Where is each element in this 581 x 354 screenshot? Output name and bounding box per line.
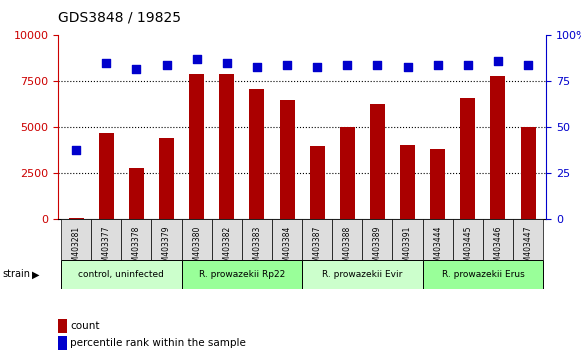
- Bar: [159, 138, 174, 219]
- FancyBboxPatch shape: [211, 219, 242, 260]
- FancyBboxPatch shape: [272, 219, 302, 260]
- Point: [463, 62, 472, 68]
- FancyBboxPatch shape: [182, 260, 302, 289]
- Point: [71, 147, 81, 152]
- Text: GSM403383: GSM403383: [252, 225, 261, 272]
- Point: [252, 64, 261, 69]
- Point: [433, 62, 442, 68]
- Text: count: count: [70, 321, 100, 331]
- Text: control, uninfected: control, uninfected: [78, 270, 164, 279]
- Text: GSM403447: GSM403447: [523, 225, 533, 272]
- Point: [313, 64, 322, 69]
- Point: [192, 57, 202, 62]
- Point: [132, 66, 141, 72]
- FancyBboxPatch shape: [121, 219, 152, 260]
- FancyBboxPatch shape: [422, 219, 453, 260]
- FancyBboxPatch shape: [363, 219, 393, 260]
- Text: GSM403387: GSM403387: [313, 225, 322, 272]
- FancyBboxPatch shape: [393, 219, 422, 260]
- Text: GSM403377: GSM403377: [102, 225, 111, 272]
- Text: GSM403378: GSM403378: [132, 225, 141, 272]
- Bar: [58, 336, 67, 350]
- Text: GSM403281: GSM403281: [71, 225, 81, 272]
- Point: [162, 62, 171, 68]
- FancyBboxPatch shape: [242, 219, 272, 260]
- Text: GDS3848 / 19825: GDS3848 / 19825: [58, 11, 181, 25]
- FancyBboxPatch shape: [152, 219, 182, 260]
- Text: GSM403391: GSM403391: [403, 225, 412, 272]
- Point: [523, 62, 533, 68]
- Bar: [99, 133, 114, 219]
- Bar: [400, 145, 415, 219]
- Text: GSM403379: GSM403379: [162, 225, 171, 272]
- Bar: [279, 100, 295, 219]
- FancyBboxPatch shape: [483, 219, 513, 260]
- Point: [282, 62, 292, 68]
- Text: GSM403446: GSM403446: [493, 225, 503, 272]
- FancyBboxPatch shape: [332, 219, 363, 260]
- Bar: [58, 319, 67, 333]
- Bar: [249, 89, 264, 219]
- FancyBboxPatch shape: [182, 219, 211, 260]
- Bar: [490, 76, 505, 219]
- FancyBboxPatch shape: [91, 219, 121, 260]
- Text: percentile rank within the sample: percentile rank within the sample: [70, 338, 246, 348]
- Bar: [129, 168, 144, 219]
- Bar: [370, 103, 385, 219]
- Text: ▶: ▶: [32, 269, 40, 279]
- Bar: [219, 74, 234, 219]
- Text: R. prowazekii Rp22: R. prowazekii Rp22: [199, 270, 285, 279]
- Bar: [460, 98, 475, 219]
- Text: GSM403389: GSM403389: [373, 225, 382, 272]
- Text: GSM403445: GSM403445: [463, 225, 472, 272]
- Text: R. prowazekii Evir: R. prowazekii Evir: [322, 270, 403, 279]
- Bar: [189, 74, 204, 219]
- FancyBboxPatch shape: [302, 260, 422, 289]
- Bar: [340, 127, 355, 219]
- Bar: [521, 127, 536, 219]
- FancyBboxPatch shape: [453, 219, 483, 260]
- Text: GSM403384: GSM403384: [282, 225, 292, 272]
- Text: GSM403444: GSM403444: [433, 225, 442, 272]
- Text: GSM403388: GSM403388: [343, 225, 352, 272]
- FancyBboxPatch shape: [513, 219, 543, 260]
- Bar: [69, 218, 84, 219]
- Point: [403, 64, 412, 69]
- Point: [343, 62, 352, 68]
- Point: [493, 58, 503, 64]
- FancyBboxPatch shape: [61, 219, 91, 260]
- Text: strain: strain: [3, 269, 31, 279]
- Point: [373, 62, 382, 68]
- Bar: [430, 149, 445, 219]
- Text: R. prowazekii Erus: R. prowazekii Erus: [442, 270, 524, 279]
- Point: [222, 60, 231, 66]
- FancyBboxPatch shape: [302, 219, 332, 260]
- Bar: [310, 146, 325, 219]
- Text: GSM403380: GSM403380: [192, 225, 201, 272]
- Point: [102, 60, 111, 66]
- Text: GSM403382: GSM403382: [223, 225, 231, 272]
- FancyBboxPatch shape: [422, 260, 543, 289]
- FancyBboxPatch shape: [61, 260, 182, 289]
